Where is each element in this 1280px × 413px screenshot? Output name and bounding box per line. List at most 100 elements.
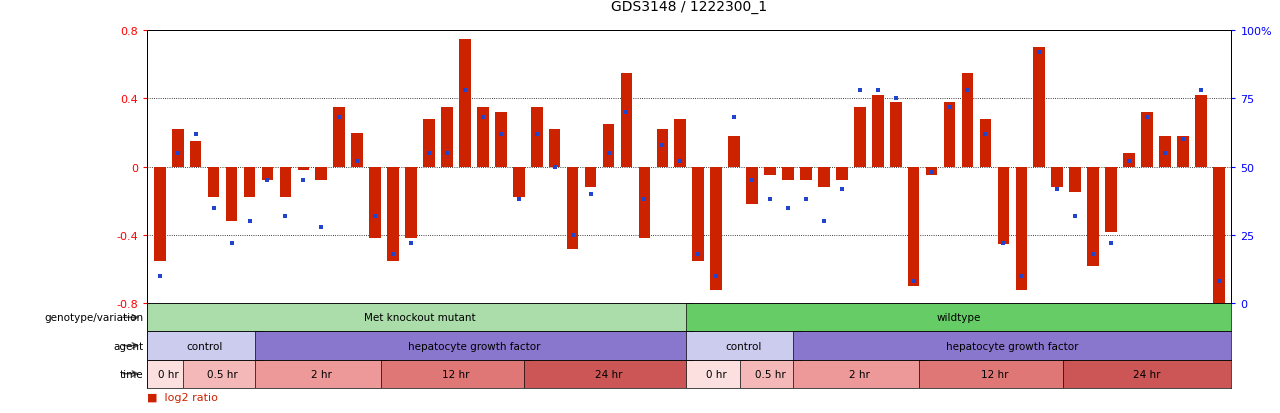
Bar	[255, 360, 388, 388]
Point	[239, 218, 260, 225]
Bar	[764, 167, 776, 176]
Point	[472, 115, 493, 121]
Bar	[603, 125, 614, 167]
Text: 2 hr: 2 hr	[850, 369, 870, 379]
Bar	[1033, 48, 1046, 167]
Bar	[352, 133, 364, 167]
Bar	[147, 332, 262, 360]
Bar	[943, 102, 955, 167]
Bar	[225, 167, 237, 222]
Point	[634, 197, 654, 203]
Bar	[1015, 167, 1027, 290]
Point	[490, 131, 511, 138]
Point	[904, 278, 924, 285]
Bar	[172, 130, 183, 167]
Bar	[477, 108, 489, 167]
Point	[1155, 150, 1175, 157]
Bar	[549, 130, 561, 167]
Point	[168, 150, 188, 157]
Bar	[513, 167, 525, 198]
Bar	[424, 120, 435, 167]
Bar	[639, 167, 650, 239]
Point	[1011, 273, 1032, 280]
Bar	[794, 360, 927, 388]
Bar	[154, 167, 165, 261]
Bar	[147, 304, 692, 332]
Point	[886, 96, 906, 102]
Bar	[1178, 137, 1189, 167]
Text: 0 hr: 0 hr	[159, 369, 179, 379]
Point	[454, 88, 475, 94]
Bar	[1124, 154, 1135, 167]
Point	[1065, 213, 1085, 220]
Point	[1083, 251, 1103, 258]
Bar	[279, 167, 292, 198]
Point	[1029, 50, 1050, 56]
Point	[832, 186, 852, 192]
Point	[275, 213, 296, 220]
Bar	[388, 167, 399, 261]
Point	[186, 131, 206, 138]
Bar	[657, 130, 668, 167]
Bar	[370, 167, 381, 239]
Bar	[782, 167, 794, 181]
Point	[796, 197, 817, 203]
Point	[1101, 240, 1121, 247]
Text: 24 hr: 24 hr	[595, 369, 622, 379]
Bar	[746, 167, 758, 205]
Bar	[997, 167, 1009, 244]
Bar	[406, 167, 417, 239]
Point	[868, 88, 888, 94]
Point	[562, 232, 582, 239]
Text: 24 hr: 24 hr	[1133, 369, 1161, 379]
Point	[975, 131, 996, 138]
Point	[347, 159, 367, 165]
Bar	[380, 360, 531, 388]
Text: 0.5 hr: 0.5 hr	[207, 369, 238, 379]
Bar	[818, 167, 829, 188]
Bar	[692, 167, 704, 261]
Text: genotype/variation: genotype/variation	[45, 313, 143, 323]
Bar	[261, 167, 274, 181]
Bar	[183, 360, 262, 388]
Point	[257, 178, 278, 184]
Text: agent: agent	[113, 341, 143, 351]
Bar	[1051, 167, 1064, 188]
Point	[365, 213, 385, 220]
Bar	[1069, 167, 1082, 193]
Bar	[686, 304, 1231, 332]
Bar	[908, 167, 919, 287]
Text: control: control	[187, 341, 223, 351]
Bar	[255, 332, 692, 360]
Text: time: time	[120, 369, 143, 379]
Point	[814, 218, 835, 225]
Point	[598, 150, 618, 157]
Point	[957, 88, 978, 94]
Bar	[872, 96, 883, 167]
Point	[922, 169, 942, 176]
Point	[760, 197, 781, 203]
Point	[508, 197, 529, 203]
Bar	[1196, 96, 1207, 167]
Point	[204, 205, 224, 211]
Bar	[961, 74, 973, 167]
Bar	[675, 120, 686, 167]
Bar	[207, 167, 219, 198]
Bar	[1160, 137, 1171, 167]
Bar	[333, 108, 346, 167]
Point	[150, 273, 170, 280]
Point	[724, 115, 745, 121]
Point	[940, 104, 960, 111]
Bar	[710, 167, 722, 290]
Point	[616, 109, 636, 116]
Point	[311, 224, 332, 230]
Point	[778, 205, 799, 211]
Bar	[1105, 167, 1117, 232]
Bar	[728, 137, 740, 167]
Text: 0.5 hr: 0.5 hr	[755, 369, 786, 379]
Bar	[794, 332, 1231, 360]
Point	[329, 115, 349, 121]
Point	[1137, 115, 1157, 121]
Point	[1119, 159, 1139, 165]
Text: 12 hr: 12 hr	[980, 369, 1009, 379]
